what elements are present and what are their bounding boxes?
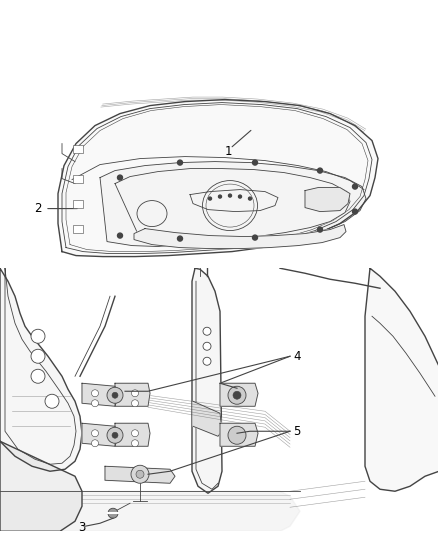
Circle shape [108,508,118,518]
Polygon shape [191,268,222,493]
Circle shape [228,194,231,197]
Circle shape [227,426,245,444]
Polygon shape [0,491,299,531]
Circle shape [218,195,221,198]
Circle shape [91,400,98,407]
Bar [73,199,83,207]
Text: 2: 2 [34,202,42,215]
Polygon shape [304,188,349,212]
Polygon shape [105,466,175,483]
Circle shape [31,369,45,383]
Bar [73,224,83,232]
Circle shape [352,209,357,214]
Circle shape [131,465,148,483]
Polygon shape [58,100,377,256]
Circle shape [131,440,138,447]
Circle shape [31,329,45,343]
Polygon shape [0,268,82,471]
Polygon shape [0,441,82,531]
Circle shape [202,327,211,335]
Polygon shape [219,383,258,406]
Circle shape [252,235,257,240]
Circle shape [177,160,182,165]
Circle shape [202,357,211,365]
Circle shape [107,427,123,443]
Circle shape [112,432,118,438]
Circle shape [233,391,240,399]
Polygon shape [100,161,365,247]
Polygon shape [193,401,222,436]
Circle shape [252,160,257,165]
Circle shape [131,400,138,407]
Circle shape [91,440,98,447]
Circle shape [177,236,182,241]
Polygon shape [115,168,349,239]
Circle shape [202,342,211,350]
Polygon shape [82,423,118,446]
Circle shape [117,175,122,180]
Polygon shape [219,423,258,446]
Circle shape [317,168,322,173]
Circle shape [317,227,322,232]
Circle shape [131,390,138,397]
Polygon shape [134,224,345,248]
Circle shape [248,197,251,200]
Polygon shape [364,268,438,491]
Circle shape [238,195,241,198]
Circle shape [107,387,123,403]
Polygon shape [115,383,150,406]
Bar [73,175,83,183]
Text: 5: 5 [292,425,300,438]
Circle shape [352,184,357,189]
Circle shape [112,392,118,398]
Circle shape [31,349,45,364]
Circle shape [208,197,211,200]
Text: 4: 4 [292,350,300,363]
Circle shape [136,470,144,478]
Polygon shape [82,383,118,406]
Circle shape [45,394,59,408]
Text: 1: 1 [224,145,231,158]
Circle shape [131,430,138,437]
Polygon shape [115,423,150,446]
Circle shape [117,233,122,238]
Circle shape [227,386,245,404]
Text: 3: 3 [78,521,85,533]
Bar [73,144,83,152]
Circle shape [91,430,98,437]
Circle shape [91,390,98,397]
